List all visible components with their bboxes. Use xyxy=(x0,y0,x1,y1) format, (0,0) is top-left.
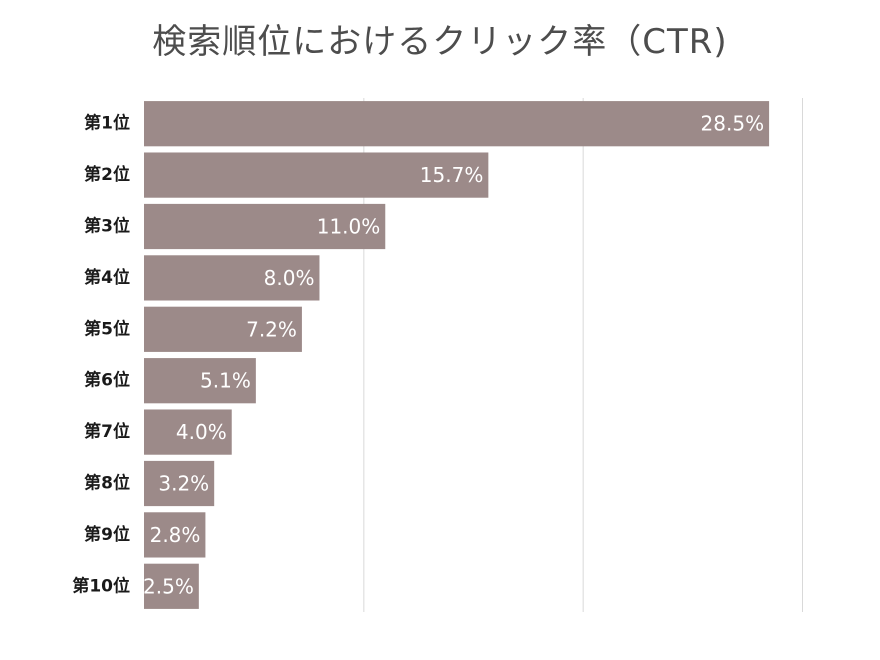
category-label-1: 第1位 xyxy=(84,113,130,134)
bar-8 xyxy=(144,460,215,507)
bars xyxy=(144,101,770,609)
value-label-7: 4.0% xyxy=(176,420,227,444)
value-label-10: 2.5% xyxy=(143,574,194,598)
value-label-4: 8.0% xyxy=(264,266,315,290)
chart-title: 検索順位におけるクリック率（CTR) xyxy=(152,22,728,62)
category-label-5: 第5位 xyxy=(84,318,130,339)
category-label-9: 第9位 xyxy=(84,524,130,545)
category-label-3: 第3位 xyxy=(84,216,130,237)
bar-4 xyxy=(144,255,320,301)
value-label-5: 7.2% xyxy=(246,317,297,341)
value-label-6: 5.1% xyxy=(200,369,251,393)
value-label-3: 11.0% xyxy=(317,215,381,239)
value-label-1: 28.5% xyxy=(701,112,765,136)
bar-2 xyxy=(144,152,489,198)
bar-1 xyxy=(144,101,770,147)
category-label-10: 第10位 xyxy=(72,575,130,596)
value-label-8: 3.2% xyxy=(158,472,209,496)
value-label-9: 2.8% xyxy=(150,523,201,547)
bar-3 xyxy=(144,203,386,250)
category-label-6: 第6位 xyxy=(84,370,130,391)
category-label-8: 第8位 xyxy=(84,473,130,494)
bar-7 xyxy=(144,409,232,455)
value-label-2: 15.7% xyxy=(420,163,484,187)
bar-9 xyxy=(144,512,206,558)
bar-5 xyxy=(144,306,302,352)
bar-6 xyxy=(144,358,256,404)
category-label-7: 第7位 xyxy=(84,421,130,442)
category-label-4: 第4位 xyxy=(84,267,130,288)
category-label-2: 第2位 xyxy=(84,164,130,185)
value-labels: 28.5% 15.7% 11.0% 8.0% 7.2% 5.1% 4.0% 3.2% 2.8% 2… xyxy=(143,112,764,599)
bar-10 xyxy=(144,563,199,609)
